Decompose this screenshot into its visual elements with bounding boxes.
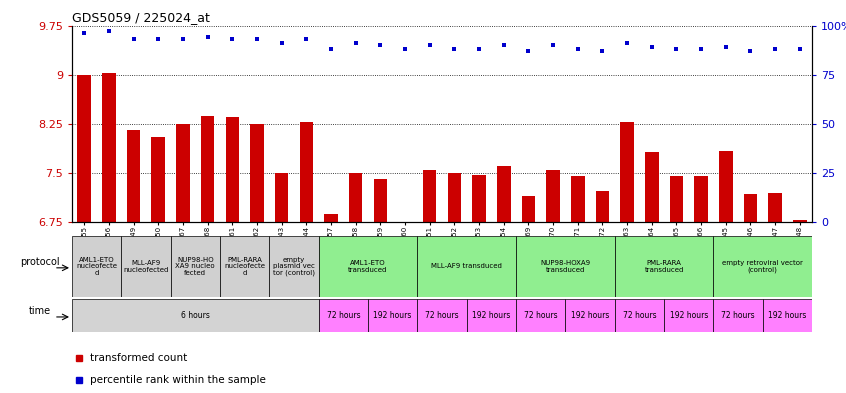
Bar: [151, 137, 165, 222]
Text: percentile rank within the sample: percentile rank within the sample: [91, 375, 266, 385]
Text: 192 hours: 192 hours: [472, 311, 511, 320]
Bar: [127, 130, 140, 222]
Bar: [565, 299, 615, 332]
Text: 72 hours: 72 hours: [623, 311, 656, 320]
Bar: [615, 299, 664, 332]
Bar: [793, 220, 806, 222]
Text: 72 hours: 72 hours: [327, 311, 360, 320]
Bar: [516, 299, 565, 332]
Bar: [72, 236, 121, 297]
Bar: [670, 176, 684, 222]
Bar: [695, 176, 708, 222]
Text: 192 hours: 192 hours: [373, 311, 412, 320]
Bar: [713, 299, 763, 332]
Bar: [102, 73, 116, 222]
Bar: [374, 180, 387, 222]
Text: empty
plasmid vec
tor (control): empty plasmid vec tor (control): [273, 257, 315, 276]
Text: 72 hours: 72 hours: [524, 311, 558, 320]
Bar: [121, 236, 171, 297]
Text: MLL-AF9
nucleofected: MLL-AF9 nucleofected: [124, 260, 168, 272]
Bar: [768, 193, 782, 222]
Bar: [497, 166, 510, 222]
Bar: [467, 299, 516, 332]
Text: empty retroviral vector
(control): empty retroviral vector (control): [722, 260, 803, 273]
Bar: [522, 196, 536, 222]
Text: AML1-ETO
transduced: AML1-ETO transduced: [349, 260, 387, 272]
Bar: [713, 236, 812, 297]
Text: GDS5059 / 225024_at: GDS5059 / 225024_at: [72, 11, 210, 24]
Bar: [201, 116, 214, 222]
Bar: [171, 236, 220, 297]
Text: MLL-AF9 transduced: MLL-AF9 transduced: [431, 263, 503, 269]
Bar: [220, 236, 269, 297]
Bar: [398, 222, 412, 229]
Bar: [417, 299, 467, 332]
Text: 6 hours: 6 hours: [181, 311, 210, 320]
Bar: [763, 299, 812, 332]
Bar: [615, 236, 713, 297]
Bar: [547, 170, 560, 222]
Text: time: time: [29, 306, 51, 316]
Text: 72 hours: 72 hours: [722, 311, 755, 320]
Bar: [324, 213, 338, 222]
Bar: [448, 173, 461, 222]
Bar: [645, 152, 658, 222]
Bar: [596, 191, 609, 222]
Bar: [620, 122, 634, 222]
Bar: [423, 170, 437, 222]
Bar: [417, 236, 516, 297]
Bar: [275, 173, 288, 222]
Text: 72 hours: 72 hours: [426, 311, 459, 320]
Text: PML-RARA
nucleofecte
d: PML-RARA nucleofecte d: [224, 257, 265, 276]
Text: 192 hours: 192 hours: [571, 311, 609, 320]
Bar: [319, 299, 368, 332]
Bar: [368, 299, 417, 332]
Text: 192 hours: 192 hours: [768, 311, 807, 320]
Text: protocol: protocol: [19, 257, 59, 266]
Bar: [250, 124, 264, 222]
Bar: [72, 299, 319, 332]
Bar: [269, 236, 319, 297]
Bar: [744, 194, 757, 222]
Text: NUP98-HOXA9
transduced: NUP98-HOXA9 transduced: [541, 260, 591, 272]
Text: 192 hours: 192 hours: [669, 311, 708, 320]
Text: transformed count: transformed count: [91, 353, 188, 363]
Bar: [299, 123, 313, 222]
Bar: [571, 176, 585, 222]
Bar: [719, 151, 733, 222]
Bar: [319, 236, 417, 297]
Bar: [516, 236, 615, 297]
Text: PML-RARA
transduced: PML-RARA transduced: [645, 260, 684, 272]
Bar: [176, 124, 190, 222]
Bar: [78, 75, 91, 222]
Text: NUP98-HO
XA9 nucleo
fected: NUP98-HO XA9 nucleo fected: [175, 257, 215, 276]
Bar: [349, 173, 362, 222]
Bar: [226, 117, 239, 222]
Bar: [472, 175, 486, 222]
Bar: [664, 299, 713, 332]
Text: AML1-ETO
nucleofecte
d: AML1-ETO nucleofecte d: [76, 257, 117, 276]
